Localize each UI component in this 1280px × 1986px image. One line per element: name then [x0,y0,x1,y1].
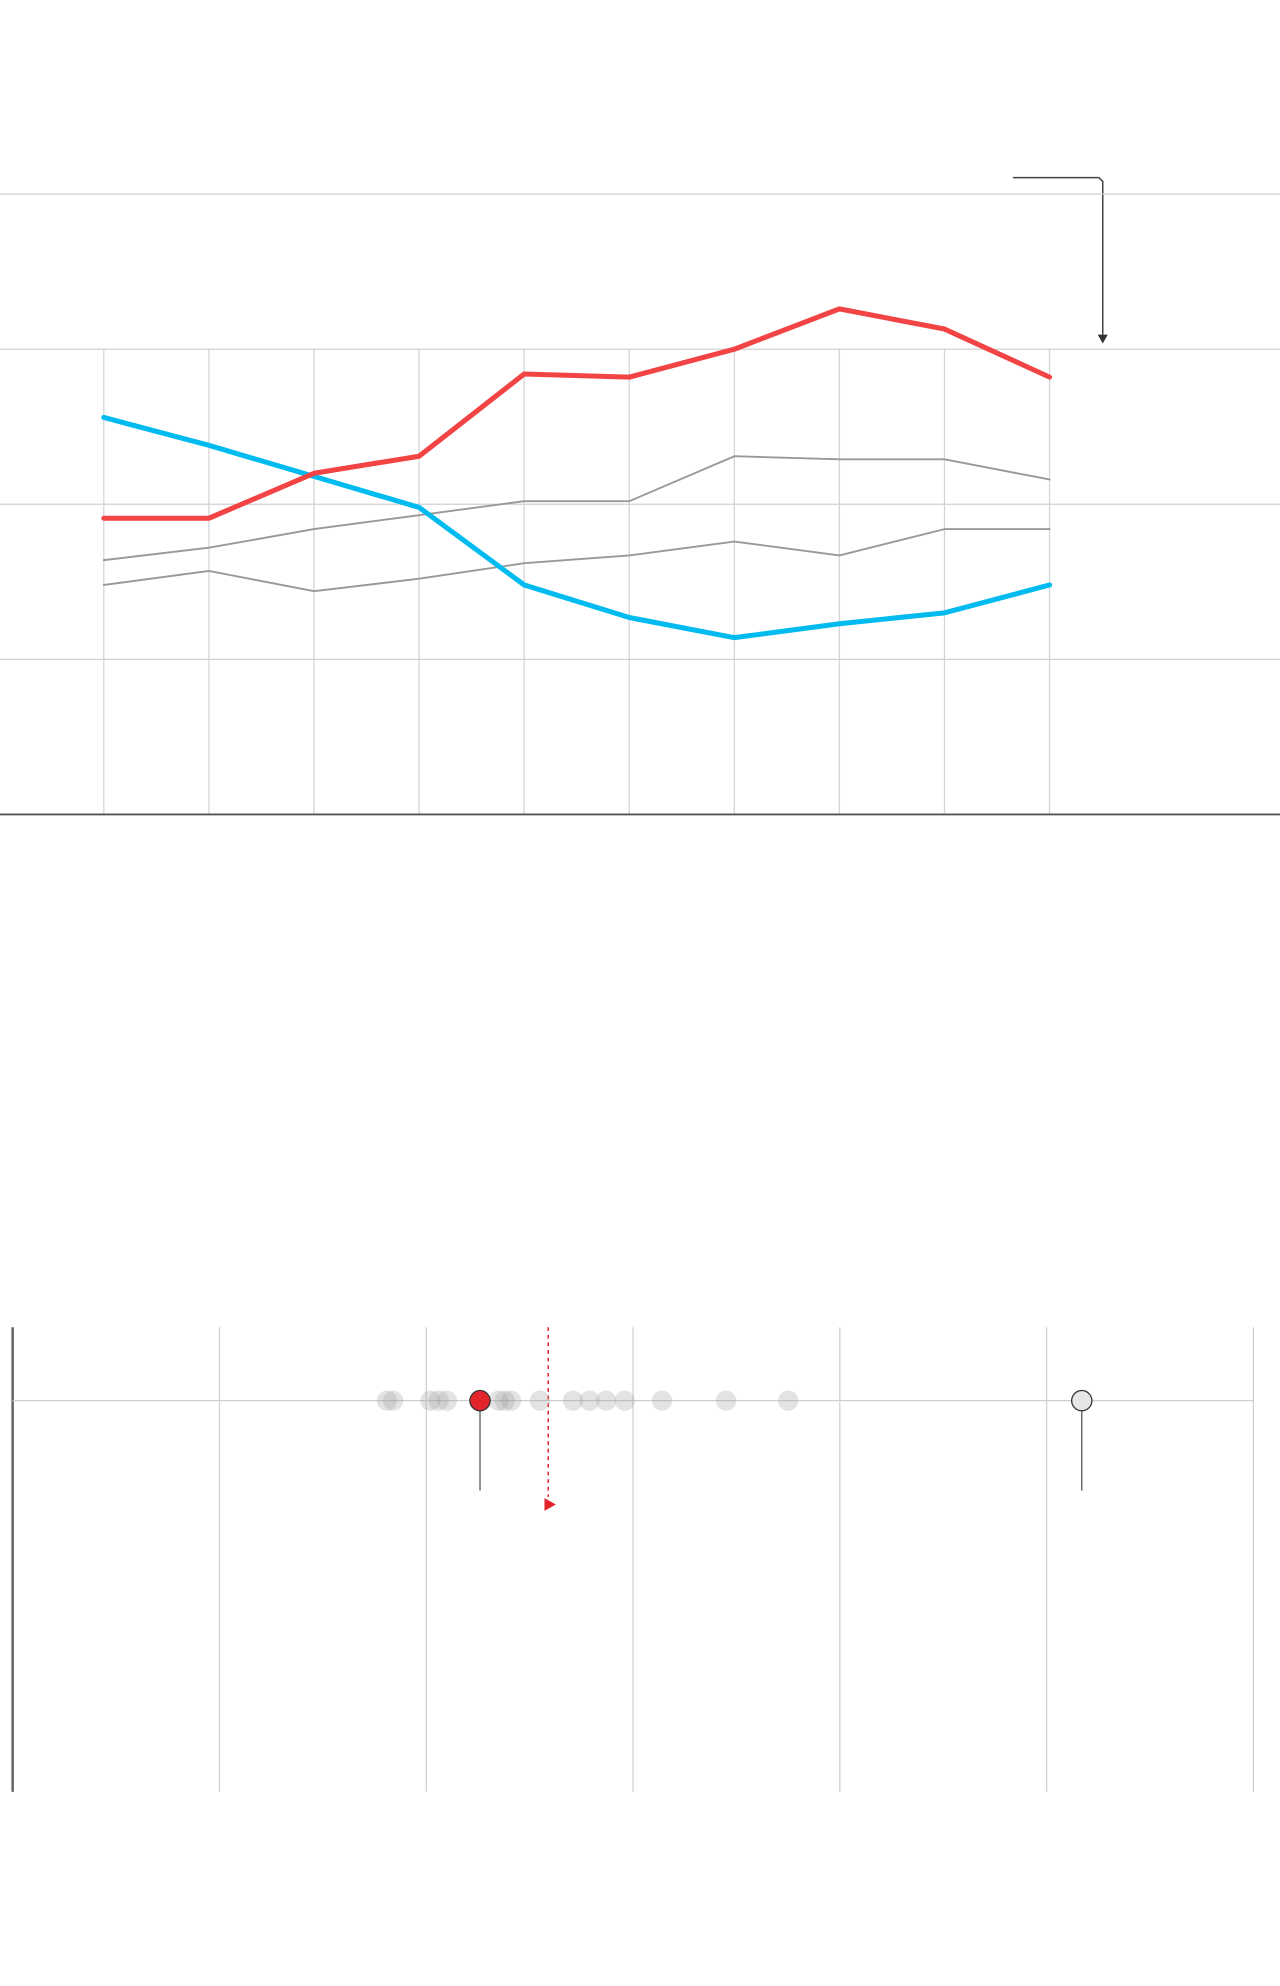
dot [383,1390,404,1411]
dot [529,1390,551,1411]
dot [778,1390,799,1411]
dot [596,1390,617,1411]
dot [562,1390,584,1411]
highlight-dot [1071,1389,1093,1412]
dot [376,1390,398,1411]
annotation-arrow [1012,176,1104,335]
dot [436,1390,458,1411]
series-line [102,455,1051,562]
dot [494,1390,515,1411]
dot [488,1390,509,1411]
dot [420,1390,441,1411]
series-line [101,414,1053,641]
dot [428,1390,449,1411]
reference-marker [544,1498,556,1511]
dot [500,1390,522,1411]
dot [579,1390,600,1411]
dot [715,1390,737,1411]
series-line [101,306,1053,521]
highlight-dot [469,1389,491,1412]
arrow-head [1097,334,1108,344]
series-line [102,528,1051,593]
dot [614,1390,635,1411]
dot [651,1390,673,1411]
